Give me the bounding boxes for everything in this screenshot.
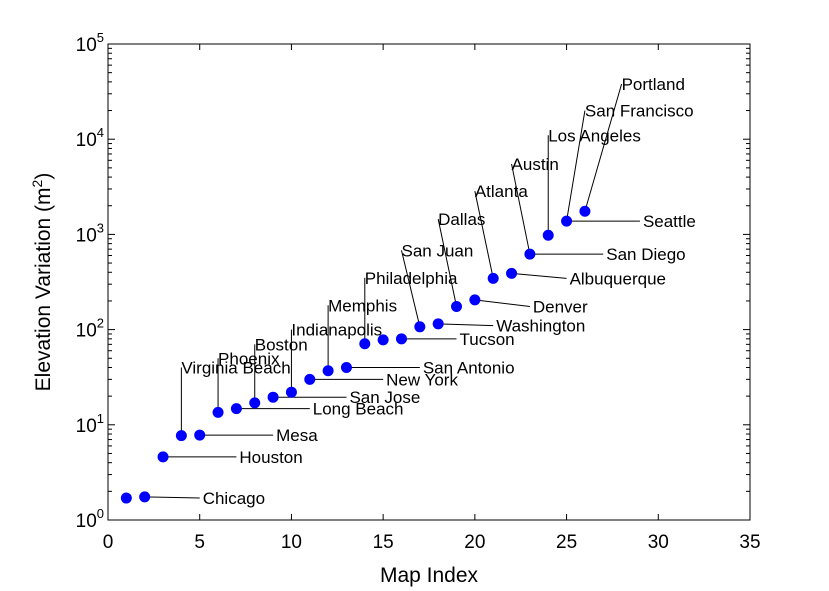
data-point [322,365,334,377]
x-tick-label: 25 [556,532,577,553]
data-point [524,248,536,260]
y-tick-exponent: 5 [97,30,104,45]
city-label: San Jose [349,388,420,407]
leader-line [474,190,494,279]
data-point [579,205,591,217]
data-point [194,429,206,441]
leader-line [566,110,586,222]
city-label: Long Beach [313,400,404,419]
leader-line [437,218,458,307]
data-point [212,406,224,418]
y-axis-label-close: ) [32,173,55,180]
data-point [451,300,463,312]
data-point [267,391,279,403]
city-label: Boston [255,335,308,354]
city-label: Austin [512,155,559,174]
city-label: Tucson [460,330,515,349]
x-tick-label: 15 [373,532,394,553]
y-tick-label: 104 [76,125,104,151]
data-point [506,267,518,279]
y-tick-exponent: 2 [97,316,104,331]
y-tick-base: 10 [76,416,97,437]
data-point [175,430,187,442]
y-tick-base: 10 [76,35,97,56]
y-tick-exponent: 3 [97,220,104,235]
y-tick-label: 100 [76,506,104,532]
x-tick-label: 5 [194,532,205,553]
leader-line [584,83,623,212]
city-label: San Juan [401,241,473,260]
city-label: Los Angeles [548,126,641,145]
data-point [139,491,151,503]
city-label: Memphis [328,296,397,315]
data-point [469,294,481,306]
city-label: Mesa [276,426,318,445]
y-tick-exponent: 4 [97,125,104,140]
city-label: Chicago [203,489,265,508]
data-point [120,492,132,504]
plot-area-frame [107,43,751,521]
data-point [285,386,297,398]
y-tick-label: 101 [76,411,104,437]
data-point [304,373,316,385]
x-axis-label: Map Index [380,564,479,587]
y-axis-label-main: Elevation Variation (m [32,187,55,391]
y-axis-label-superscript: 2 [29,179,45,187]
x-tick-label: 0 [103,532,114,553]
city-label: Dallas [438,210,485,229]
data-point [395,333,407,345]
leader-lines [144,83,640,499]
city-label: Washington [496,317,585,336]
y-tick-label: 102 [76,316,104,342]
leader-line [511,163,531,255]
x-tick-label: 30 [648,532,669,553]
x-tick-label: 35 [739,532,760,553]
x-tick-label: 10 [281,532,302,553]
city-label: Portland [622,75,685,94]
city-label: Seattle [643,212,696,231]
city-labels: Chicago Houston Virginia Beach Mesa Phoenix L… [181,75,696,508]
y-tick-label: 103 [76,220,104,246]
city-label: New York [386,370,458,389]
city-label: San Francisco [585,102,694,121]
y-axis-label: Elevation Variation (m2) [29,173,55,392]
data-point [157,451,169,463]
city-label: Albuquerque [570,269,666,288]
leader-line [511,272,567,279]
city-label: San Diego [606,245,685,264]
leader-line [474,299,530,307]
y-tick-base: 10 [76,321,97,342]
y-tick-exponent: 0 [97,506,104,521]
data-point [230,403,242,415]
y-tick-label: 105 [76,30,104,56]
leader-line [400,250,421,327]
data-point [340,361,352,373]
data-point [487,272,499,284]
city-label: Indianapolis [291,321,382,340]
y-tick-exponent: 1 [97,411,104,426]
y-tick-base: 10 [76,225,97,246]
city-label: Phoenix [218,349,280,368]
city-label: Philadelphia [365,269,458,288]
data-markers [120,205,591,504]
data-point [249,397,261,409]
data-point [359,338,371,350]
data-point [432,318,444,330]
data-point [414,321,426,333]
data-point [542,229,554,241]
leader-line [144,496,200,499]
y-tick-base: 10 [76,130,97,151]
data-point [377,334,389,346]
city-label: Denver [533,297,588,316]
city-label: Virginia Beach [181,358,290,377]
y-tick-base: 10 [76,511,97,532]
data-point [561,215,573,227]
city-label: Houston [239,448,302,467]
x-tick-label: 20 [464,532,485,553]
leader-line [438,323,494,327]
city-label: Atlanta [475,182,528,201]
city-label: San Antonio [423,358,515,377]
